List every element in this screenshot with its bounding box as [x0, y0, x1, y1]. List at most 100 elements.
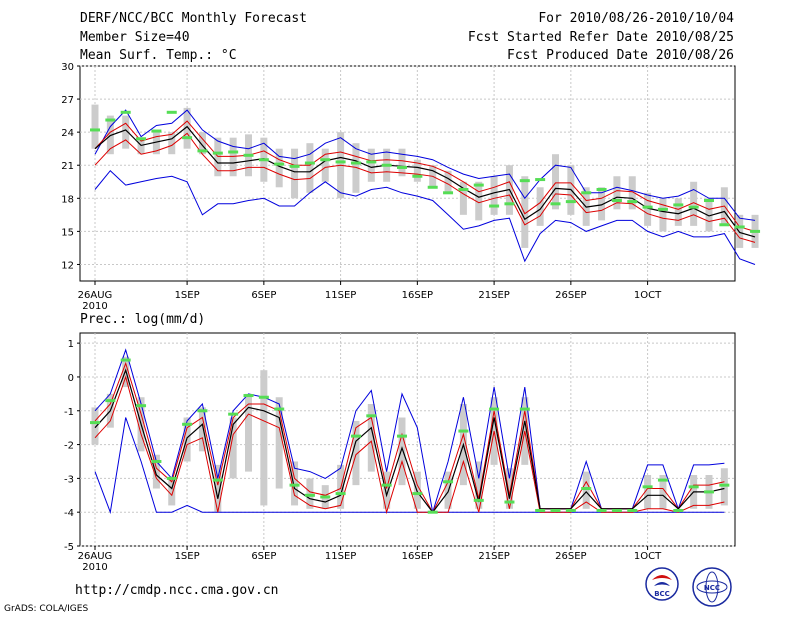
observed-marker [550, 202, 561, 206]
observed-marker [274, 407, 285, 411]
spread-box [490, 176, 498, 215]
observed-marker [673, 203, 684, 207]
spread-box [352, 420, 360, 486]
observed-marker [212, 478, 223, 482]
observed-marker [304, 493, 315, 497]
observed-marker [443, 480, 454, 484]
observed-marker [535, 178, 546, 182]
observed-marker [182, 136, 193, 140]
forecast-start-date: Fcst Started Refer Date 2010/08/25 [467, 30, 734, 45]
x-tick-label: 11SEP [325, 290, 356, 301]
spread-box [690, 181, 698, 226]
spread-box [198, 407, 206, 452]
spread-box [245, 393, 252, 472]
y-tick-label: -1 [64, 407, 74, 418]
observed-marker [212, 151, 223, 155]
spread-box [383, 471, 391, 509]
observed-marker [489, 204, 500, 208]
grads-credit: GrADS: COLA/IGES [4, 604, 89, 614]
observed-marker [412, 174, 423, 178]
observed-marker [320, 495, 331, 499]
y-tick-label: -3 [64, 474, 74, 485]
observed-marker [627, 200, 638, 204]
spread-box [475, 461, 483, 509]
observed-marker [151, 129, 162, 133]
spread-box [367, 404, 375, 472]
y-tick-label: 15 [61, 227, 74, 238]
observed-marker [350, 434, 361, 438]
observed-marker [335, 492, 346, 496]
x-tick-label: 16SEP [402, 290, 433, 301]
spread-box [582, 471, 590, 509]
precip-plot-frame [79, 332, 736, 547]
observed-marker [197, 409, 208, 413]
observed-marker [366, 414, 377, 418]
forecast-period: For 2010/08/26-2010/10/04 [538, 11, 734, 26]
spread-box [91, 407, 99, 445]
x-tick-label: 16SEP [402, 551, 433, 562]
spread-box [628, 176, 636, 210]
observed-marker [120, 110, 131, 114]
observed-marker [228, 150, 239, 154]
temp-plot-frame [79, 65, 736, 282]
y-tick-label: 27 [61, 95, 74, 106]
observed-marker [381, 163, 392, 167]
observed-marker [258, 395, 269, 399]
spread-box [644, 475, 652, 509]
spread-box [321, 148, 329, 182]
series-spread-lower [94, 132, 756, 243]
y-tick-label: -2 [64, 441, 74, 452]
x-tick-label: 1OCT [634, 290, 662, 301]
spread-box [291, 148, 299, 199]
spread-box [214, 464, 222, 513]
observed-marker [627, 509, 638, 512]
observed-marker [519, 179, 530, 183]
series-ensemble-min [94, 169, 756, 265]
source-url[interactable]: http://cmdp.ncc.cma.gov.cn [75, 583, 279, 598]
observed-marker [581, 191, 592, 195]
x-tick-label: 11SEP [325, 551, 356, 562]
spread-box [229, 137, 237, 177]
forecast-produced-date: Fcst Produced Date 2010/08/26 [507, 48, 734, 63]
x-tick-label: 1SEP [175, 290, 200, 301]
ncc-logo: NCC [692, 567, 732, 607]
series-ensemble-max [94, 109, 756, 221]
observed-marker [320, 158, 331, 162]
observed-marker [519, 407, 530, 411]
observed-marker [289, 483, 300, 487]
y-tick-label: -5 [64, 542, 74, 553]
observed-marker [596, 187, 607, 191]
observed-marker [673, 509, 684, 512]
x-tick-label: 6SEP [251, 290, 276, 301]
spread-box [122, 115, 130, 149]
observed-marker [688, 485, 699, 489]
x-tick-label: 26SEP [555, 551, 586, 562]
observed-marker [458, 187, 469, 191]
observed-marker [458, 429, 469, 433]
observed-marker [397, 165, 407, 169]
observed-marker [350, 161, 361, 165]
observed-marker [412, 492, 423, 496]
spread-box [705, 198, 713, 232]
observed-marker [120, 358, 131, 362]
observed-marker [289, 164, 300, 168]
observed-marker [550, 509, 561, 512]
x-tick-label: 1SEP [175, 551, 200, 562]
observed-marker [596, 509, 607, 512]
spread-box [91, 104, 99, 149]
observed-marker [427, 185, 438, 189]
observed-marker [243, 394, 254, 398]
spread-box [505, 468, 513, 509]
spread-box [659, 198, 667, 232]
x-year-label: 2010 [82, 562, 107, 573]
observed-marker [565, 509, 576, 512]
observed-marker [734, 225, 745, 229]
observed-marker [105, 118, 116, 122]
observed-marker [565, 200, 576, 204]
y-tick-label: 30 [61, 62, 74, 73]
spread-box [398, 148, 406, 177]
observed-marker [704, 199, 714, 203]
precip-title: Prec.: log(mm/d) [80, 312, 205, 327]
observed-marker [228, 412, 239, 416]
observed-marker [381, 483, 392, 487]
